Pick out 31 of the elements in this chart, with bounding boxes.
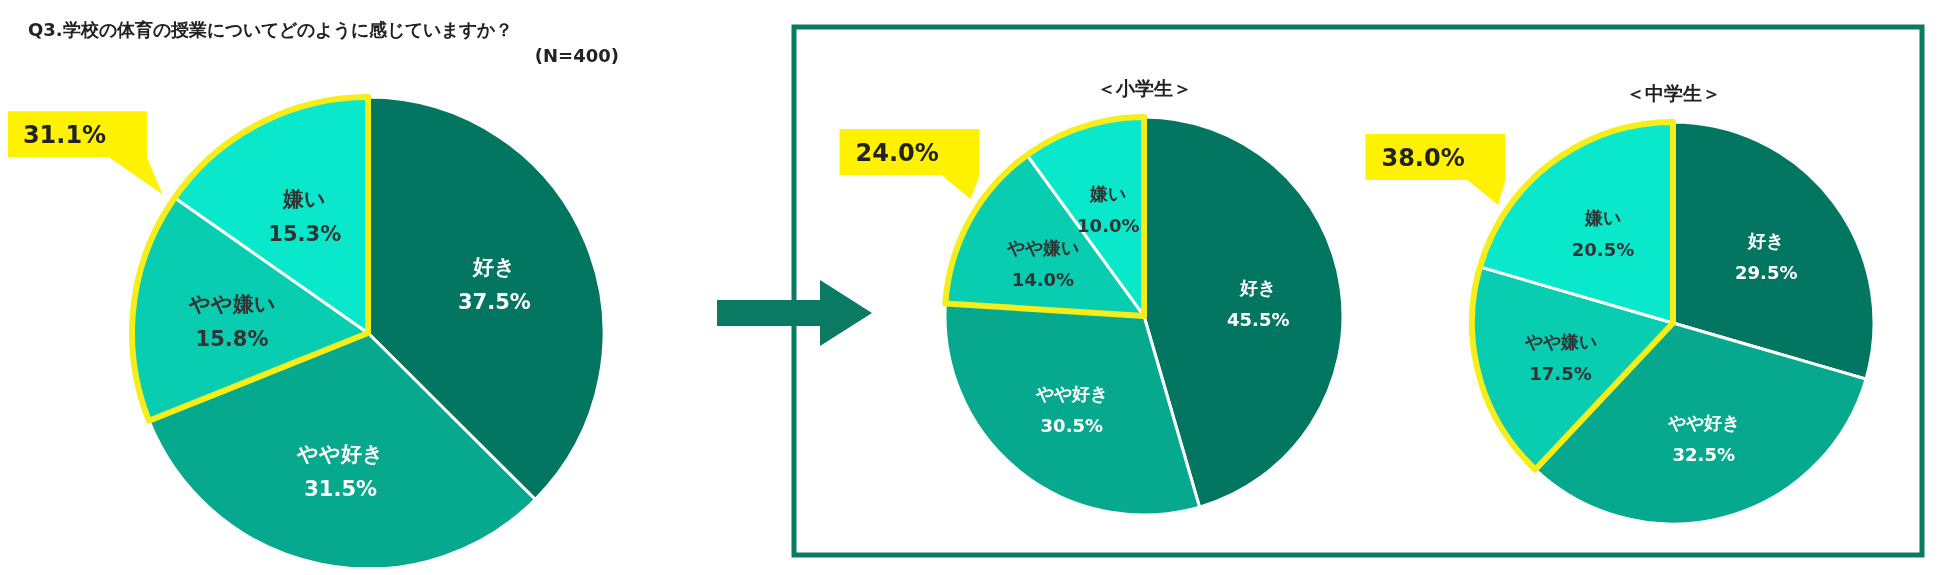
slice-label: 好き	[1239, 276, 1277, 298]
slice-label: 嫌い	[282, 186, 327, 211]
data-label: 31.5%	[304, 477, 378, 502]
slice-label: やや好き	[296, 442, 385, 467]
chart-title: ＜小学生＞	[1096, 77, 1192, 99]
slice-label: やや嫌い	[187, 292, 276, 317]
data-label: 37.5%	[457, 290, 531, 315]
slice-label: やや嫌い	[1523, 330, 1597, 352]
data-label: 45.5%	[1227, 308, 1290, 330]
data-label: 29.5%	[1735, 262, 1798, 283]
slice-label: 好き	[471, 255, 516, 280]
slice-label: やや好き	[1034, 383, 1108, 405]
chart-title: ＜中学生＞	[1625, 82, 1721, 104]
data-label: 30.5%	[1040, 415, 1104, 437]
data-label: 10.0%	[1077, 215, 1140, 237]
text: (N=400)	[534, 45, 619, 66]
data-label: 17.5%	[1529, 362, 1592, 384]
text: 24.0%	[855, 138, 939, 167]
data-label: 15.8%	[195, 327, 269, 352]
data-label: 14.0%	[1011, 269, 1075, 291]
text: 38.0%	[1381, 144, 1465, 173]
slice-label: やや嫌い	[1005, 237, 1079, 259]
data-label: 32.5%	[1672, 444, 1735, 466]
data-label: 20.5%	[1571, 238, 1635, 260]
data-label: 15.3%	[268, 221, 342, 246]
slice-label: やや好き	[1666, 412, 1740, 434]
text: 31.1%	[22, 121, 107, 150]
slice-label: 嫌い	[1584, 206, 1621, 228]
slice-label: 好き	[1747, 230, 1785, 251]
slice-label: 嫌い	[1089, 183, 1127, 205]
chart-title: Q3.学校の体育の授業についてどのように感じていますか？	[28, 19, 513, 40]
